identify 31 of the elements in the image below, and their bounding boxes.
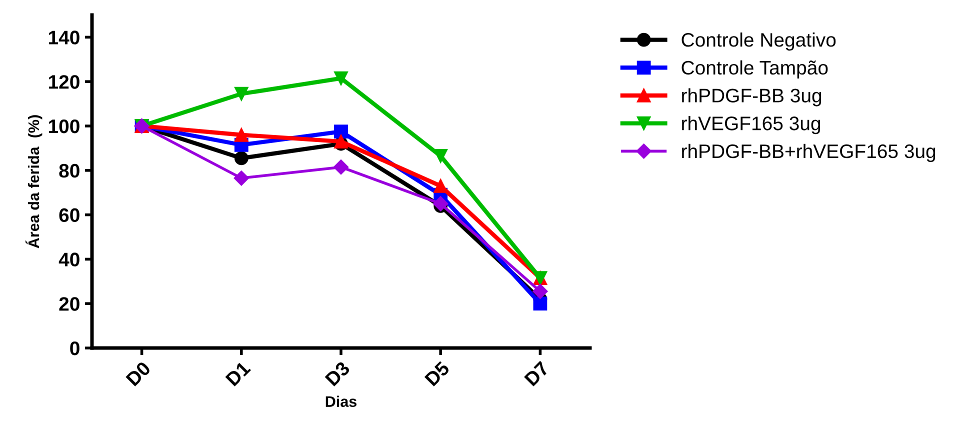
x-tick-label: D5: [424, 360, 450, 387]
x-tick-label: D7: [524, 360, 550, 386]
x-tick-label: D3: [324, 360, 351, 387]
point: [234, 151, 248, 166]
x-axis-title: Dias: [326, 396, 357, 407]
y-tick-label: 140: [48, 30, 80, 44]
legend-label: Controle Tampão: [682, 60, 828, 78]
point: [234, 86, 248, 101]
point: [533, 296, 548, 311]
point: [234, 170, 249, 186]
x-tick-label: D0: [126, 360, 152, 387]
y-tick-label: 80: [59, 164, 80, 178]
legend-label: rhPDGF-BB 3ug: [682, 88, 822, 106]
y-tick-label: 40: [58, 252, 80, 266]
legend-label: rhPDGF-BB+rhVEGF165 3ug: [682, 144, 936, 162]
y-tick-label: 120: [48, 75, 80, 89]
x-tick-label: D1: [225, 360, 251, 386]
legend-label: rhVEGF165 3ug: [682, 116, 820, 134]
y-tick-label: 20: [59, 297, 80, 311]
y-tick-label: 0: [70, 341, 80, 356]
y-tick-label: 60: [59, 208, 80, 222]
point: [234, 128, 248, 142]
point: [334, 134, 348, 148]
point: [334, 124, 348, 138]
y-tick-label: 100: [48, 119, 80, 134]
point: [434, 149, 448, 163]
y-axis-title: Área da ferida (%): [25, 115, 42, 248]
point: [333, 160, 349, 175]
point: [334, 71, 348, 86]
point: [532, 284, 548, 299]
legend-label: Controle Negativo: [682, 32, 836, 51]
